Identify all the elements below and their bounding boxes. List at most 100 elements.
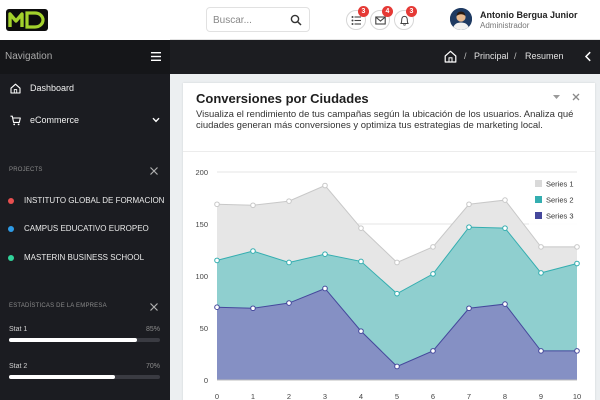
stat-item: Stat 2 70% <box>0 363 170 389</box>
stat-percent: 70% <box>145 363 160 370</box>
x-tick-label: 1 <box>251 392 255 400</box>
projects-section-title: PROJECTS <box>9 167 43 173</box>
close-card-icon[interactable] <box>572 93 580 101</box>
data-point <box>538 244 544 250</box>
data-point <box>574 348 580 354</box>
legend-label: Series 2 <box>546 196 574 205</box>
breadcrumb-separator: / <box>464 51 467 61</box>
project-label: MASTERIN BUSINESS SCHOOL <box>24 253 145 262</box>
data-point <box>538 348 544 354</box>
project-item[interactable]: CAMPUS EDUCATIVO EUROPEO <box>0 222 170 236</box>
y-tick-label: 0 <box>204 376 208 385</box>
notifications-button[interactable]: 3 <box>394 6 417 30</box>
avatar[interactable] <box>450 8 472 30</box>
notifications-badge: 3 <box>406 6 417 17</box>
breadcrumb-item-principal[interactable]: Principal <box>474 51 509 61</box>
data-point <box>574 244 580 250</box>
chevron-left-icon[interactable] <box>584 51 592 62</box>
project-label: CAMPUS EDUCATIVO EUROPEO <box>24 224 149 233</box>
project-item[interactable]: MASTERIN BUSINESS SCHOOL <box>0 251 170 265</box>
conversions-card: Conversiones por Ciudades Visualiza el r… <box>183 83 595 400</box>
data-point <box>574 260 580 267</box>
project-item[interactable]: INSTITUTO GLOBAL DE FORMACION <box>0 194 170 208</box>
legend-swatch <box>535 180 542 187</box>
stat-item: Stat 1 85% <box>0 326 170 352</box>
stat-progress-fill <box>9 375 115 379</box>
legend-label: Series 1 <box>546 180 574 189</box>
legend-swatch <box>535 212 542 219</box>
tasks-icon <box>351 16 361 25</box>
data-point <box>394 259 400 266</box>
data-point <box>394 290 400 297</box>
data-point <box>286 198 292 204</box>
x-tick-label: 8 <box>503 392 507 400</box>
home-icon[interactable] <box>444 50 457 63</box>
project-label: INSTITUTO GLOBAL DE FORMACION <box>24 196 165 205</box>
collapse-card-icon[interactable] <box>552 94 561 100</box>
search-box <box>206 7 310 32</box>
stat-progress-track <box>9 375 160 379</box>
y-tick-label: 100 <box>195 272 208 281</box>
data-point <box>250 202 256 209</box>
data-point <box>358 328 364 334</box>
brand-logo[interactable] <box>6 9 48 31</box>
data-point <box>214 257 220 264</box>
hamburger-menu-icon[interactable] <box>151 52 161 61</box>
stat-progress-fill <box>9 338 138 342</box>
user-name[interactable]: Antonio Bergua Junior <box>480 10 578 20</box>
stat-label: Stat 2 <box>9 363 28 370</box>
data-point <box>538 270 544 276</box>
tasks-button[interactable]: 3 <box>346 6 369 30</box>
x-tick-label: 3 <box>323 392 327 400</box>
data-point <box>394 363 400 370</box>
x-tick-label: 5 <box>395 392 399 400</box>
mail-button[interactable]: 4 <box>370 6 393 30</box>
close-stats-icon[interactable] <box>149 302 159 312</box>
x-tick-label: 2 <box>287 392 291 400</box>
breadcrumb-separator: / <box>514 51 517 61</box>
data-point <box>502 197 508 203</box>
card-title: Conversiones por Ciudades <box>196 91 369 106</box>
x-tick-label: 7 <box>467 392 471 400</box>
home-icon <box>10 83 21 94</box>
x-tick-label: 9 <box>539 392 543 400</box>
stat-progress-track <box>9 338 160 342</box>
x-tick-label: 10 <box>573 392 581 400</box>
project-status-dot <box>8 255 14 261</box>
legend-label: Series 3 <box>546 212 574 221</box>
data-point <box>322 285 328 292</box>
data-point <box>358 225 364 231</box>
sidebar-item-ecommerce[interactable]: eCommerce <box>0 111 170 131</box>
sidebar-item-dashboard[interactable]: Dashboard <box>0 79 170 99</box>
breadcrumb-item-resumen[interactable]: Resumen <box>525 51 564 61</box>
data-point <box>286 300 292 306</box>
x-tick-label: 6 <box>431 392 435 400</box>
search-icon[interactable] <box>290 14 302 26</box>
y-tick-label: 150 <box>195 220 208 229</box>
y-tick-label: 50 <box>200 324 208 333</box>
project-status-dot <box>8 198 14 204</box>
sidebar-title: Navigation <box>5 51 53 62</box>
data-point <box>214 304 220 310</box>
data-point <box>358 258 364 265</box>
search-input[interactable] <box>213 11 287 29</box>
data-point <box>466 201 472 208</box>
sidebar-header: Navigation <box>0 40 170 74</box>
user-role: Administrador <box>480 21 530 30</box>
data-point <box>502 301 508 307</box>
card-header: Conversiones por Ciudades Visualiza el r… <box>183 83 595 152</box>
x-tick-label: 4 <box>359 392 363 400</box>
mail-badge: 4 <box>382 6 393 17</box>
close-projects-icon[interactable] <box>149 166 159 176</box>
y-tick-label: 200 <box>195 168 208 177</box>
legend-swatch <box>535 196 542 203</box>
breadcrumb: / Principal / Resumen <box>170 40 600 74</box>
data-point <box>250 248 256 254</box>
data-point <box>322 182 328 189</box>
chevron-down-icon[interactable] <box>152 117 160 123</box>
data-point <box>466 305 472 312</box>
stat-label: Stat 1 <box>9 326 28 333</box>
logo-area <box>0 0 170 40</box>
top-bar: 3 4 3 Antonio Bergua Junior Administrado… <box>170 0 600 40</box>
mail-icon <box>375 16 386 25</box>
